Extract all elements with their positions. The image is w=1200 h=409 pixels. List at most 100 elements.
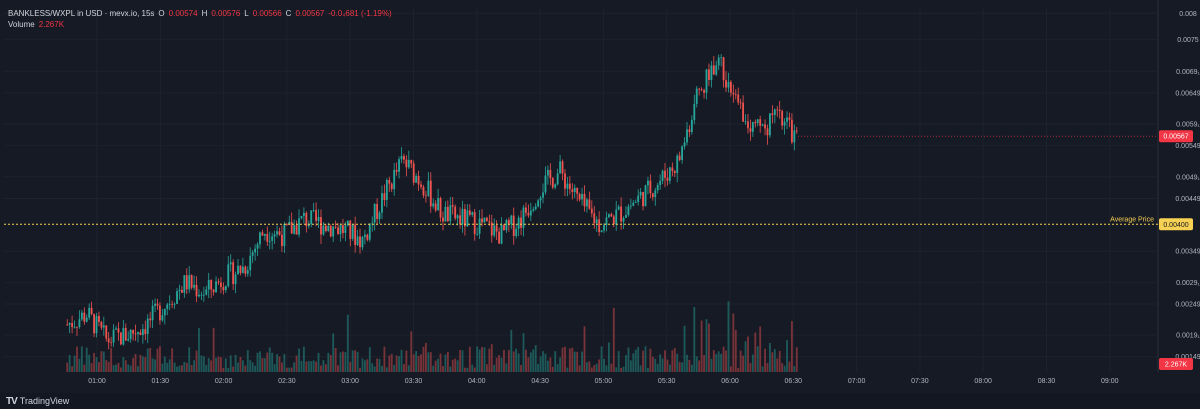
volume-bar (80, 346, 83, 372)
volume-bar (246, 350, 249, 372)
candle-body (405, 159, 408, 168)
candle-body (598, 219, 601, 233)
volume-bar (337, 365, 339, 372)
candle-body (605, 217, 608, 226)
volume-bar (715, 354, 718, 372)
time-tick-label: 09:00 (1101, 378, 1119, 385)
volume-bar (137, 366, 139, 372)
volume-bar (212, 327, 215, 372)
candle-body (102, 325, 105, 328)
volume-bar (617, 351, 620, 372)
candle-body (281, 234, 283, 247)
candle-body (734, 94, 737, 96)
volume-bar (515, 348, 518, 372)
volume-bar (437, 358, 440, 372)
candle-body (534, 206, 537, 210)
last-price-badge (1159, 130, 1193, 143)
volume-bar (151, 358, 154, 372)
candle-body (786, 117, 788, 122)
candle-body (637, 195, 640, 203)
candle-body (293, 225, 296, 234)
candle-body (234, 274, 237, 285)
volume-bar (239, 357, 242, 372)
candle-body (554, 184, 557, 188)
candle-body (742, 102, 745, 122)
volume-label[interactable]: Volume (8, 20, 35, 29)
candle-body (163, 308, 166, 316)
volume-bar (361, 358, 364, 372)
candle-body (539, 197, 542, 201)
time-tick-label: 08:30 (1038, 378, 1056, 385)
candle-body (488, 221, 491, 223)
volume-bar (729, 366, 732, 372)
candle-body (271, 236, 274, 241)
candle-body (407, 159, 410, 168)
candle-body (351, 224, 354, 239)
candle-body (71, 323, 74, 328)
time-axis-bg (0, 372, 1200, 393)
candle-body (515, 228, 518, 237)
volume-bar (722, 346, 725, 372)
candle-body (215, 281, 217, 293)
candle-body (769, 113, 771, 136)
candle-body (315, 210, 318, 221)
candle-body (581, 193, 583, 200)
volume-bar (161, 363, 164, 372)
candle-body (322, 225, 325, 235)
volume-bar (366, 359, 369, 372)
volume-bar (583, 326, 586, 372)
volume-bar (549, 357, 552, 372)
candle-body (124, 328, 127, 341)
volume-bar (468, 346, 471, 372)
candle-body (151, 305, 154, 321)
candle-body (361, 236, 364, 248)
candle-body (127, 338, 130, 341)
volume-bar (751, 354, 754, 372)
volume-bar (129, 365, 132, 372)
volume-bar (439, 353, 442, 372)
volume-bar (783, 365, 786, 372)
volume-bar (442, 366, 444, 372)
candle-body (66, 324, 69, 326)
volume-bar (703, 355, 705, 372)
candle-body (183, 275, 186, 293)
volume-bar (573, 351, 576, 372)
volume-bar (410, 331, 413, 372)
candle-body (771, 113, 774, 115)
candle-body (324, 225, 327, 232)
volume-bar (393, 365, 396, 372)
volume-bar (639, 365, 642, 372)
candle-body (525, 207, 527, 213)
candle-body (256, 244, 259, 249)
volume-bar (159, 346, 161, 372)
candle-body (134, 333, 137, 335)
candle-body (332, 226, 335, 237)
volume-bar (400, 349, 403, 372)
volume-bar (578, 365, 581, 372)
candle-body (532, 209, 535, 211)
volume-bar (302, 346, 305, 372)
volume-bar (712, 350, 715, 372)
volume-bar (517, 353, 520, 372)
volume-bar (290, 367, 293, 372)
volume-bar (754, 332, 757, 372)
candle-body (202, 294, 205, 296)
volume-bar (498, 355, 501, 372)
candle-body (195, 284, 198, 297)
tradingview-logo[interactable]: TV TradingView (6, 396, 69, 407)
high-label: H (201, 9, 208, 18)
candle-body (110, 342, 113, 344)
symbol-title[interactable]: BANKLESS/WXPL in USD · mevx.io, 15s (8, 9, 155, 18)
candle-body (259, 232, 261, 245)
candle-body (673, 170, 676, 173)
volume-bar (417, 356, 420, 372)
candle-body (459, 215, 461, 225)
volume-bar (544, 353, 547, 372)
volume-bar (495, 357, 498, 372)
candle-body (546, 169, 549, 176)
volume-bar (149, 347, 152, 372)
candle-body (246, 270, 249, 274)
candle-body (273, 234, 276, 237)
